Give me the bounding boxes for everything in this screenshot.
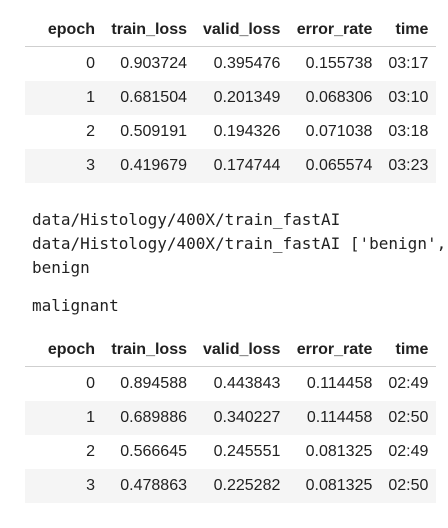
cell-error-rate: 0.081325 [288, 435, 381, 469]
header-valid-loss: valid_loss [195, 333, 289, 367]
table-row: 2 0.566645 0.245551 0.081325 02:49 [25, 435, 437, 469]
output-line-4: malignant [32, 296, 119, 315]
training-results-table-1: epoch train_loss valid_loss error_rate t… [25, 13, 437, 183]
training-results-table-2-container: epoch train_loss valid_loss error_rate t… [25, 333, 437, 503]
cell-error-rate: 0.114458 [288, 401, 381, 435]
table-row: 1 0.689886 0.340227 0.114458 02:50 [25, 401, 437, 435]
cell-epoch: 1 [25, 401, 103, 435]
cell-train-loss: 0.681504 [103, 81, 195, 115]
cell-valid-loss: 0.245551 [195, 435, 289, 469]
cell-valid-loss: 0.225282 [195, 469, 289, 503]
cell-time: 03:23 [380, 149, 437, 183]
cell-train-loss: 0.903724 [103, 46, 195, 81]
cell-train-loss: 0.419679 [103, 149, 195, 183]
table-row: 0 0.894588 0.443843 0.114458 02:49 [25, 366, 437, 401]
cell-time: 02:50 [380, 401, 437, 435]
cell-epoch: 3 [25, 149, 103, 183]
cell-time: 02:50 [380, 469, 437, 503]
output-line-2: data/Histology/400X/train_fastAI ['benig… [32, 234, 447, 253]
header-time: time [380, 333, 437, 367]
header-error-rate: error_rate [288, 13, 381, 47]
header-epoch: epoch [25, 13, 103, 47]
header-time: time [380, 13, 437, 47]
cell-time: 03:17 [380, 46, 437, 81]
cell-train-loss: 0.478863 [103, 469, 195, 503]
cell-train-loss: 0.509191 [103, 115, 195, 149]
cell-train-loss: 0.894588 [103, 366, 195, 401]
table-row: 2 0.509191 0.194326 0.071038 03:18 [25, 115, 437, 149]
cell-train-loss: 0.566645 [103, 435, 195, 469]
output-line-1: data/Histology/400X/train_fastAI [32, 210, 341, 229]
cell-epoch: 0 [25, 46, 103, 81]
table-row: 3 0.419679 0.174744 0.065574 03:23 [25, 149, 437, 183]
training-results-table-1-container: epoch train_loss valid_loss error_rate t… [25, 13, 437, 183]
cell-train-loss: 0.689886 [103, 401, 195, 435]
cell-error-rate: 0.071038 [288, 115, 381, 149]
cell-error-rate: 0.068306 [288, 81, 381, 115]
table-row: 0 0.903724 0.395476 0.155738 03:17 [25, 46, 437, 81]
header-error-rate: error_rate [288, 333, 381, 367]
cell-valid-loss: 0.174744 [195, 149, 289, 183]
header-train-loss: train_loss [103, 13, 195, 47]
table-row: 3 0.478863 0.225282 0.081325 02:50 [25, 469, 437, 503]
stdout-output-block-1: data/Histology/400X/train_fastAI data/Hi… [32, 208, 448, 280]
table-row: 1 0.681504 0.201349 0.068306 03:10 [25, 81, 437, 115]
cell-epoch: 2 [25, 435, 103, 469]
header-valid-loss: valid_loss [195, 13, 289, 47]
cell-valid-loss: 0.194326 [195, 115, 289, 149]
cell-epoch: 1 [25, 81, 103, 115]
cell-error-rate: 0.155738 [288, 46, 381, 81]
cell-epoch: 0 [25, 366, 103, 401]
stdout-output-block-2: malignant [32, 294, 119, 318]
header-train-loss: train_loss [103, 333, 195, 367]
cell-valid-loss: 0.340227 [195, 401, 289, 435]
cell-time: 03:10 [380, 81, 437, 115]
cell-epoch: 3 [25, 469, 103, 503]
cell-time: 02:49 [380, 435, 437, 469]
cell-error-rate: 0.114458 [288, 366, 381, 401]
cell-epoch: 2 [25, 115, 103, 149]
cell-time: 03:18 [380, 115, 437, 149]
training-results-table-2: epoch train_loss valid_loss error_rate t… [25, 333, 437, 503]
output-line-3: benign [32, 258, 90, 277]
header-epoch: epoch [25, 333, 103, 367]
cell-valid-loss: 0.395476 [195, 46, 289, 81]
table-header-row: epoch train_loss valid_loss error_rate t… [25, 13, 437, 47]
cell-valid-loss: 0.201349 [195, 81, 289, 115]
table-header-row: epoch train_loss valid_loss error_rate t… [25, 333, 437, 367]
cell-error-rate: 0.081325 [288, 469, 381, 503]
cell-time: 02:49 [380, 366, 437, 401]
cell-error-rate: 0.065574 [288, 149, 381, 183]
cell-valid-loss: 0.443843 [195, 366, 289, 401]
